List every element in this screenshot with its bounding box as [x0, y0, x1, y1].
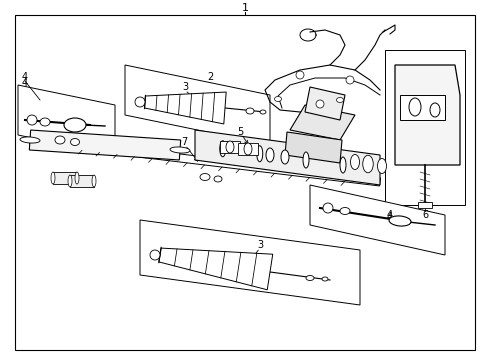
Ellipse shape	[430, 103, 440, 117]
Text: 4: 4	[22, 78, 28, 88]
Polygon shape	[145, 92, 226, 124]
Polygon shape	[29, 136, 380, 186]
Polygon shape	[400, 95, 445, 120]
Ellipse shape	[40, 118, 50, 126]
Ellipse shape	[337, 98, 343, 103]
Polygon shape	[15, 15, 475, 350]
Polygon shape	[29, 130, 181, 160]
Ellipse shape	[281, 150, 289, 164]
Polygon shape	[395, 65, 460, 165]
Ellipse shape	[71, 139, 79, 145]
Ellipse shape	[68, 175, 72, 187]
Text: 6: 6	[422, 210, 428, 220]
Ellipse shape	[274, 96, 281, 102]
Polygon shape	[285, 132, 342, 163]
Ellipse shape	[306, 275, 314, 280]
Polygon shape	[18, 85, 115, 155]
Ellipse shape	[340, 207, 350, 215]
Circle shape	[316, 100, 324, 108]
Ellipse shape	[170, 147, 190, 153]
Ellipse shape	[409, 98, 421, 116]
Polygon shape	[70, 175, 94, 187]
Text: 5: 5	[237, 127, 243, 137]
Text: 4: 4	[22, 72, 28, 82]
Polygon shape	[140, 220, 360, 305]
Text: 2: 2	[237, 252, 243, 262]
Ellipse shape	[64, 118, 86, 132]
Circle shape	[296, 71, 304, 79]
Ellipse shape	[350, 154, 360, 170]
Polygon shape	[305, 87, 345, 120]
Text: 3: 3	[182, 82, 188, 92]
Ellipse shape	[266, 148, 274, 162]
Polygon shape	[310, 185, 445, 255]
Ellipse shape	[363, 155, 373, 173]
Ellipse shape	[92, 175, 96, 187]
Polygon shape	[125, 65, 270, 145]
Ellipse shape	[220, 141, 226, 157]
Circle shape	[150, 250, 160, 260]
Text: 2: 2	[207, 72, 213, 82]
Ellipse shape	[226, 141, 234, 153]
Ellipse shape	[389, 216, 411, 226]
Polygon shape	[53, 172, 77, 184]
Polygon shape	[385, 50, 465, 205]
Ellipse shape	[257, 146, 263, 162]
Circle shape	[346, 76, 354, 84]
Ellipse shape	[322, 277, 328, 281]
Ellipse shape	[303, 152, 309, 168]
Text: 1: 1	[242, 3, 248, 13]
Text: 4: 4	[387, 210, 393, 220]
Polygon shape	[290, 105, 355, 140]
Ellipse shape	[260, 110, 266, 114]
Ellipse shape	[244, 143, 252, 155]
Ellipse shape	[214, 176, 222, 182]
Ellipse shape	[51, 172, 55, 184]
Polygon shape	[195, 130, 380, 185]
Circle shape	[135, 97, 145, 107]
Text: 7: 7	[181, 137, 187, 147]
Ellipse shape	[200, 174, 210, 180]
Polygon shape	[418, 202, 432, 208]
Polygon shape	[220, 141, 240, 153]
Ellipse shape	[377, 158, 387, 174]
Ellipse shape	[340, 157, 346, 173]
Text: 3: 3	[257, 240, 263, 250]
Circle shape	[27, 115, 37, 125]
Ellipse shape	[20, 137, 40, 143]
Ellipse shape	[55, 136, 65, 144]
Ellipse shape	[246, 108, 254, 114]
Ellipse shape	[75, 172, 79, 184]
Text: 4: 4	[387, 212, 393, 222]
Polygon shape	[159, 248, 273, 290]
Circle shape	[323, 203, 333, 213]
Polygon shape	[238, 143, 258, 155]
